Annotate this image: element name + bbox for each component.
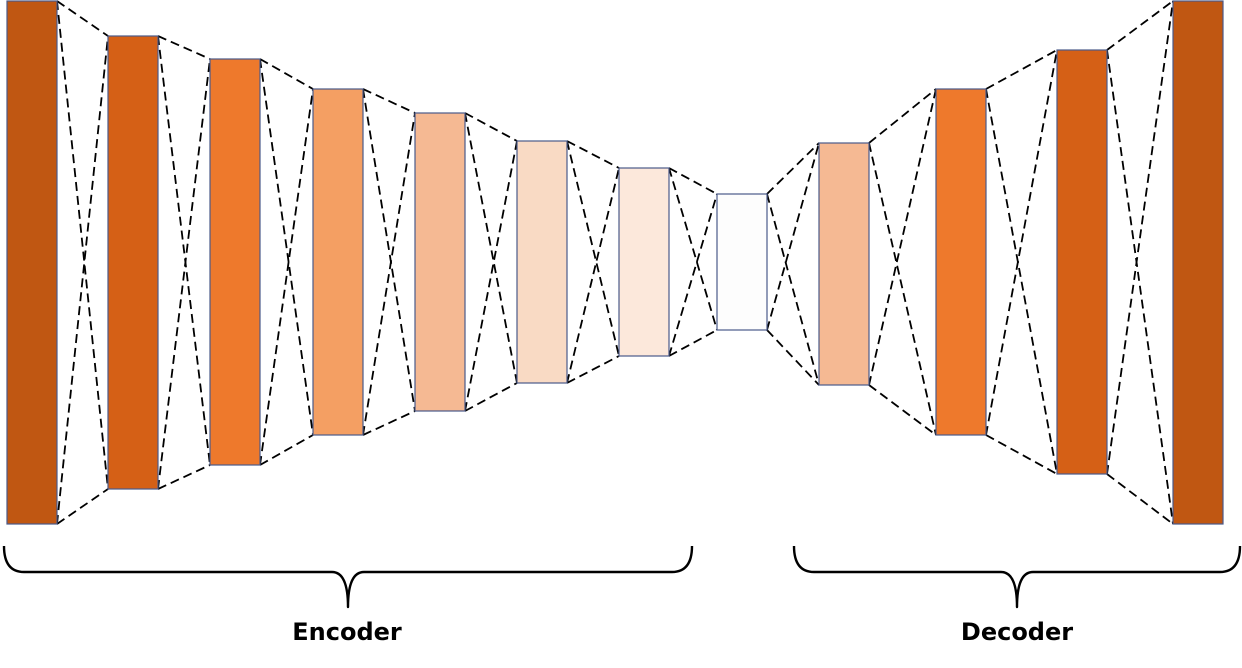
connector-cross-line — [1106, 49, 1174, 525]
connector-bottom-line — [1106, 473, 1174, 525]
connector-cross-line — [985, 88, 1058, 475]
connector-top-line — [464, 112, 518, 142]
connector-top-line — [259, 58, 314, 90]
connector-top-line — [566, 140, 620, 169]
connector-bottom-line — [668, 329, 718, 357]
connector-cross-line — [56, 0, 109, 490]
connector-bottom-line — [985, 434, 1058, 475]
connector-cross-line — [464, 140, 518, 412]
connector-top-line — [157, 35, 211, 60]
connector-top-line — [1106, 0, 1174, 51]
connector-cross-line — [259, 88, 314, 466]
connector-cross-line — [868, 142, 937, 436]
connector-cross-line — [259, 58, 314, 436]
connector-top-line — [766, 142, 820, 195]
connector-bottom-line — [766, 329, 820, 386]
connector-cross-line — [766, 193, 820, 386]
layer-connections — [56, 0, 1174, 525]
decoder-layer-block — [1056, 49, 1108, 475]
connector-top-line — [362, 88, 416, 114]
layer-blocks — [6, 0, 1224, 525]
connector-top-line — [985, 49, 1058, 90]
decoder-layer-block — [935, 88, 987, 436]
connector-cross-line — [566, 167, 620, 384]
connector-cross-line — [668, 193, 718, 357]
encoder-layer-block — [209, 58, 261, 466]
connector-cross-line — [1106, 0, 1174, 475]
connector-cross-line — [362, 88, 416, 412]
connector-top-line — [56, 0, 109, 37]
connector-bottom-line — [259, 434, 314, 466]
encoder-layer-block — [516, 140, 568, 384]
connector-cross-line — [766, 142, 820, 331]
encoder-layer-block — [312, 88, 364, 436]
connector-cross-line — [464, 112, 518, 384]
connector-cross-line — [566, 140, 620, 357]
connector-bottom-line — [566, 355, 620, 384]
connector-bottom-line — [362, 410, 416, 436]
connector-cross-line — [362, 112, 416, 436]
connector-top-line — [868, 88, 937, 144]
connector-cross-line — [985, 49, 1058, 436]
connector-top-line — [668, 167, 718, 195]
connector-cross-line — [868, 88, 937, 386]
connector-bottom-line — [157, 464, 211, 490]
connector-cross-line — [157, 35, 211, 466]
connector-cross-line — [56, 35, 109, 525]
connector-bottom-line — [56, 488, 109, 525]
encoder-label: Encoder — [292, 618, 402, 646]
bottleneck-layer-block — [716, 193, 768, 331]
decoder-label: Decoder — [960, 618, 1074, 646]
encoder-layer-block — [6, 0, 58, 525]
decoder-brace — [792, 545, 1242, 609]
decoder-layer-block — [1172, 0, 1224, 525]
encoder-brace — [2, 545, 694, 609]
encoder-layer-block — [107, 35, 159, 490]
connector-cross-line — [157, 58, 211, 490]
connector-cross-line — [668, 167, 718, 331]
decoder-layer-block — [818, 142, 870, 386]
group-braces — [2, 545, 1242, 609]
connector-bottom-line — [464, 382, 518, 412]
encoder-layer-block — [414, 112, 466, 412]
encoder-layer-block — [618, 167, 670, 357]
